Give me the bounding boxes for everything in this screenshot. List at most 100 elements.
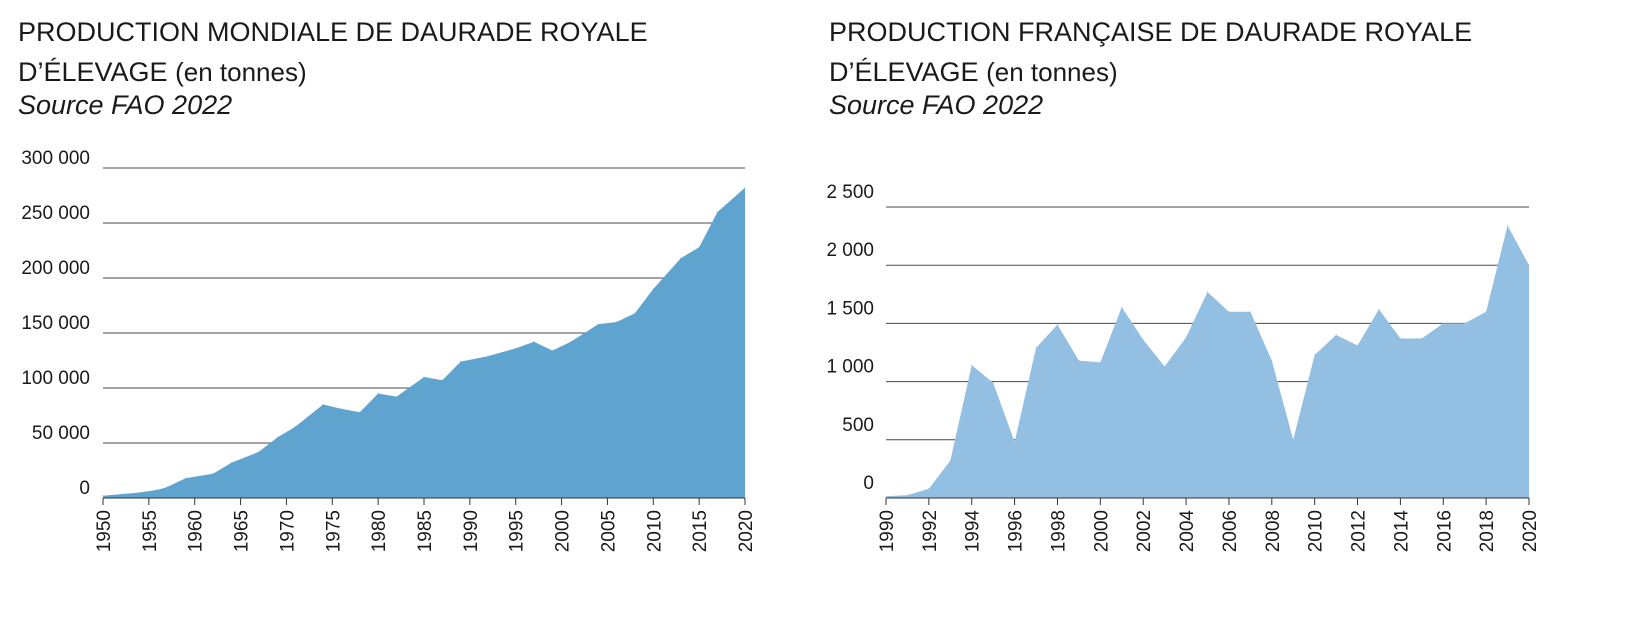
chart-title-unit: (en tonnes) xyxy=(175,57,307,87)
data-point xyxy=(1228,311,1230,313)
data-point xyxy=(744,187,746,189)
data-point xyxy=(1121,306,1123,308)
data-point xyxy=(1357,345,1359,347)
x-tick-label: 2018 xyxy=(1477,510,1498,552)
x-tick-label: 2000 xyxy=(553,510,574,552)
x-tick-label: 2015 xyxy=(690,510,711,552)
data-point xyxy=(157,489,159,491)
x-tick-label: 2020 xyxy=(1520,510,1541,552)
data-point xyxy=(1271,360,1273,362)
data-point xyxy=(395,396,397,398)
chart-world-production: 0 50 000 100 000 150 000 200 000 250 000 300 0… xyxy=(21,148,757,552)
data-point xyxy=(680,257,682,259)
y-tick-label: 1 000 xyxy=(826,357,874,378)
data-point xyxy=(652,288,654,290)
data-point xyxy=(1442,322,1444,324)
data-point xyxy=(1421,338,1423,340)
data-point xyxy=(166,486,168,488)
data-point xyxy=(139,492,141,493)
data-point xyxy=(716,211,718,213)
x-tick-label: 1980 xyxy=(369,510,390,552)
x-tick-label: 1975 xyxy=(323,510,344,552)
data-point xyxy=(1142,339,1144,341)
chart-title-line1: PRODUCTION MONDIALE DE DAURADE ROYALE xyxy=(18,17,648,47)
x-tick-label: 1995 xyxy=(507,510,528,552)
y-tick-label: 0 xyxy=(863,473,874,494)
y-tick-label: 50 000 xyxy=(32,423,90,444)
x-tick-label: 1994 xyxy=(963,510,984,553)
x-tick-label: 1970 xyxy=(277,510,298,552)
data-point xyxy=(1378,308,1380,310)
x-tick-label: 2004 xyxy=(1177,510,1198,553)
x-tick-label: 1990 xyxy=(877,510,898,552)
data-point xyxy=(1399,338,1401,340)
chart-panel-world: PRODUCTION MONDIALE DE DAURADE ROYALE D’… xyxy=(0,0,800,621)
x-tick-label: 1992 xyxy=(920,510,941,552)
data-point xyxy=(616,321,618,323)
data-point xyxy=(377,393,379,394)
x-tick-label: 2010 xyxy=(1306,510,1327,552)
chart-title-line2-row: D’ÉLEVAGE (en tonnes) xyxy=(18,52,648,92)
data-point xyxy=(597,323,599,325)
chart-title-line2: D’ÉLEVAGE xyxy=(18,57,168,87)
data-point xyxy=(1078,360,1080,362)
x-tick-label: 2020 xyxy=(736,510,757,552)
data-point xyxy=(1207,291,1208,293)
data-point xyxy=(515,347,517,349)
data-point xyxy=(340,408,342,410)
data-point xyxy=(533,341,535,343)
data-point xyxy=(949,460,951,462)
data-point xyxy=(276,437,278,438)
chart-source: Source FAO 2022 xyxy=(18,90,233,120)
chart-title: PRODUCTION MONDIALE DE DAURADE ROYALE D’… xyxy=(18,12,648,92)
y-tick-label: 500 xyxy=(842,415,874,436)
y-tick-label: 250 000 xyxy=(21,203,90,224)
x-tick-label: 1990 xyxy=(461,510,482,552)
data-point xyxy=(487,355,489,357)
y-tick-label: 1 500 xyxy=(826,298,874,319)
data-point xyxy=(441,379,443,381)
data-point xyxy=(1335,334,1337,336)
data-point xyxy=(992,382,994,384)
chart-title-line2: D’ÉLEVAGE xyxy=(829,57,979,87)
y-tick-label: 2 500 xyxy=(826,182,874,203)
x-tick-label: 1985 xyxy=(415,510,436,552)
data-point xyxy=(1185,336,1187,338)
data-point xyxy=(423,376,425,378)
x-tick-label: 1965 xyxy=(232,510,253,552)
data-point xyxy=(1507,225,1509,227)
chart-title: PRODUCTION FRANÇAISE DE DAURADE ROYALE D… xyxy=(829,12,1472,92)
data-point xyxy=(1314,354,1316,356)
data-point xyxy=(1164,365,1166,367)
y-tick-label: 0 xyxy=(79,478,90,499)
data-point xyxy=(551,350,553,352)
data-point xyxy=(1528,264,1530,266)
data-point xyxy=(698,246,700,248)
data-point xyxy=(928,488,930,490)
x-tick-label: 1950 xyxy=(94,510,115,552)
data-point xyxy=(295,426,297,427)
x-tick-label: 2006 xyxy=(1220,510,1241,552)
data-point xyxy=(120,493,122,495)
area-series xyxy=(886,225,1529,498)
chart-title-unit: (en tonnes) xyxy=(986,57,1118,87)
y-tick-label: 300 000 xyxy=(21,148,90,169)
data-point xyxy=(102,495,104,497)
y-tick-label: 150 000 xyxy=(21,313,90,334)
x-tick-label: 2010 xyxy=(644,510,665,552)
x-tick-label: 2008 xyxy=(1263,510,1284,552)
x-tick-label: 1998 xyxy=(1048,510,1069,552)
x-tick-label: 1955 xyxy=(140,510,161,552)
data-point xyxy=(1464,322,1466,324)
data-point xyxy=(1485,311,1487,313)
chart-title-line2-row: D’ÉLEVAGE (en tonnes) xyxy=(829,52,1472,92)
x-tick-label: 2005 xyxy=(598,510,619,552)
y-tick-label: 2 000 xyxy=(826,240,874,261)
x-tick-label: 2012 xyxy=(1349,510,1370,552)
data-point xyxy=(185,477,187,479)
area-series xyxy=(103,187,745,499)
data-point xyxy=(570,341,572,343)
data-point xyxy=(1035,347,1037,349)
data-point xyxy=(230,462,232,464)
